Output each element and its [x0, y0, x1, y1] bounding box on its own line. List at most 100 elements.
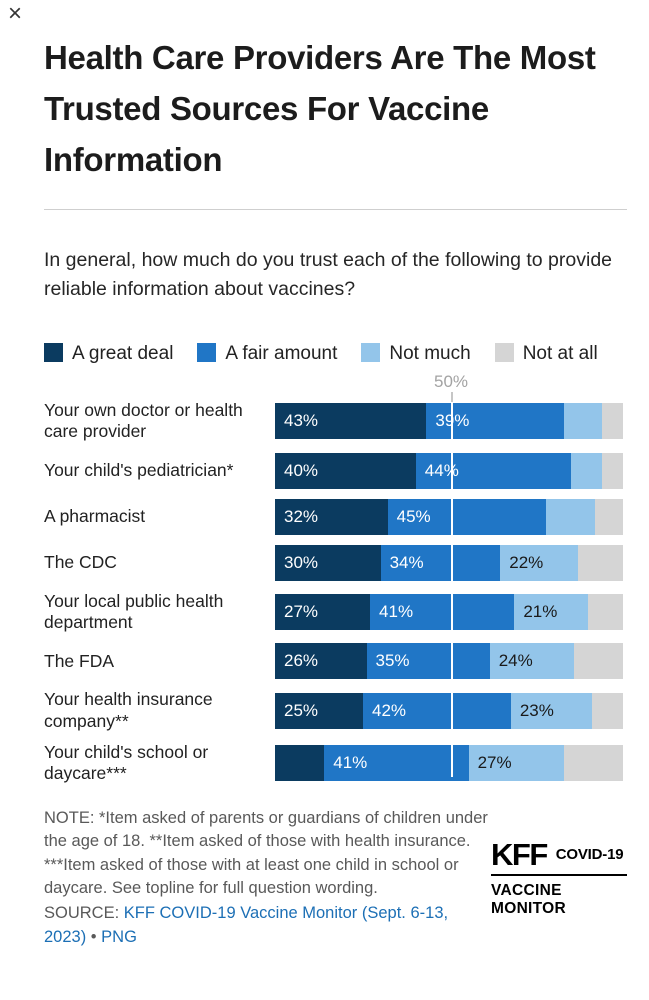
bar-segment-a-great-deal: 26% — [275, 643, 367, 680]
bar-segment-not-much: 24% — [489, 643, 575, 680]
bar-value-label: 41% — [333, 753, 368, 773]
close-icon[interactable]: × — [8, 0, 23, 27]
legend-label: Not much — [389, 342, 471, 364]
legend-swatch — [361, 342, 381, 362]
bar-segment-not-much — [563, 403, 603, 440]
kff-logo-text: KFF — [491, 836, 548, 872]
source-link[interactable]: KFF COVID-19 Vaccine Monitor (Sept. 6-13… — [44, 904, 449, 946]
kff-logo-monitor-text: VACCINE MONITOR — [491, 882, 567, 918]
chart-row: A pharmacist 32% 45% — [44, 498, 627, 535]
bar-track: 40% 44% — [275, 452, 627, 489]
divider — [44, 209, 627, 211]
bar-value-label: 44% — [424, 460, 459, 480]
bar-track: 43% 39% — [275, 403, 627, 440]
bar-segment-not-much: 27% — [468, 745, 564, 782]
legend-swatch — [197, 342, 217, 362]
bar-value-label: 30% — [284, 552, 319, 572]
legend-label: Not at all — [522, 342, 598, 364]
note-block: NOTE: *Item asked of parents or guardian… — [44, 807, 491, 950]
chart-row: Your local public health department 27% 41… — [44, 591, 627, 634]
row-label: The FDA — [44, 650, 115, 671]
bar-value-label: 27% — [477, 753, 512, 773]
png-download-link[interactable]: PNG — [101, 927, 137, 946]
kff-logo-covid19-text: COVID-19 — [555, 845, 624, 863]
bar-value-label: 22% — [509, 552, 544, 572]
bar-segment-not-much: 22% — [500, 544, 578, 581]
row-label: Your own doctor or health care provider — [44, 400, 243, 442]
bar-segment-a-fair-amount: 44% — [415, 452, 571, 489]
bar-track: 25% 42% 23% — [275, 692, 627, 729]
bar-segment-a-great-deal: 30% — [275, 544, 381, 581]
bar-value-label: 27% — [284, 602, 319, 622]
legend-label: A great deal — [72, 342, 174, 364]
bar-segment-a-fair-amount: 41% — [324, 745, 469, 782]
chart-row: Your health insurance company** 25% 42% 23% — [44, 689, 627, 732]
bar-segment-a-fair-amount: 39% — [426, 403, 564, 440]
chart-title: Health Care Providers Are The Most Trust… — [44, 39, 596, 179]
bar-segment-a-great-deal: 32% — [275, 498, 388, 535]
row-label: A pharmacist — [44, 506, 146, 527]
bar-value-label: 23% — [519, 700, 554, 720]
legend-item: A fair amount — [197, 342, 361, 364]
source-line: SOURCE: KFF COVID-19 Vaccine Monitor (Se… — [44, 902, 491, 949]
bar-value-label: 21% — [523, 602, 558, 622]
bar-segment-not-at-all — [595, 498, 624, 535]
bar-segment-a-fair-amount: 34% — [380, 544, 501, 581]
bar-value-label: 45% — [396, 506, 431, 526]
row-label: Your health insurance company** — [44, 689, 213, 731]
chart-row: The CDC 30% 34% 22% — [44, 544, 627, 581]
legend-swatch — [44, 342, 63, 362]
bar-value-label: 41% — [379, 602, 414, 622]
bar-segment-not-at-all — [563, 745, 624, 782]
bar-segment-a-fair-amount: 45% — [387, 498, 547, 535]
gridline-50pct — [451, 392, 453, 402]
row-label: Your child's school or daycare*** — [44, 742, 209, 784]
legend: A great deal A fair amount Not much Not at … — [44, 335, 627, 372]
kff-logo-top: KFF COVID-19 — [491, 839, 627, 870]
bar-segment-not-much — [570, 452, 603, 489]
bar-segment-not-at-all — [588, 594, 624, 631]
bar-value-label: 40% — [284, 460, 319, 480]
legend-item: Not at all — [494, 342, 622, 364]
bar-segment-a-fair-amount: 41% — [370, 594, 515, 631]
bar-track: 32% 45% — [275, 498, 627, 535]
legend-label: A fair amount — [225, 342, 338, 364]
kff-logo-divider — [491, 873, 627, 877]
bar-value-label: 42% — [372, 700, 407, 720]
row-label: The CDC — [44, 552, 117, 573]
legend-item: A great deal — [44, 342, 197, 364]
bar-segment-a-fair-amount: 42% — [363, 692, 511, 729]
row-label: Your local public health department — [44, 590, 224, 633]
bar-segment-a-great-deal: 43% — [275, 403, 427, 440]
bar-value-label: 32% — [284, 506, 319, 526]
bar-segment-a-great-deal — [275, 745, 325, 782]
bar-value-label: 39% — [435, 411, 470, 431]
bar-segment-not-at-all — [574, 643, 624, 680]
chart-row: Your child's pediatrician* 40% 44% — [44, 452, 627, 489]
bar-segment-not-much: 21% — [514, 594, 589, 631]
gridline-50pct-overlay — [451, 402, 453, 777]
bar-segment-not-at-all — [602, 452, 624, 489]
source-separator: • — [86, 927, 102, 946]
row-label: Your child's pediatrician* — [44, 460, 234, 481]
footer: NOTE: *Item asked of parents or guardian… — [44, 807, 627, 950]
bar-segment-a-great-deal: 27% — [275, 594, 371, 631]
legend-swatch — [494, 342, 514, 362]
bar-segment-not-much: 23% — [510, 692, 592, 729]
chart-rows: Your own doctor or health care provider 4… — [44, 400, 627, 785]
bar-track: 27% 41% 21% — [275, 594, 627, 631]
note-text: NOTE: *Item asked of parents or guardian… — [44, 808, 488, 898]
chart-row: The FDA 26% 35% 24% — [44, 643, 627, 680]
bar-value-label: 24% — [498, 651, 533, 671]
bar-segment-not-much — [546, 498, 596, 535]
bar-value-label: 26% — [284, 651, 319, 671]
bar-value-label: 34% — [389, 552, 424, 572]
bar-track: 26% 35% 24% — [275, 643, 627, 680]
bar-value-label: 25% — [284, 700, 319, 720]
bar-segment-not-at-all — [591, 692, 624, 729]
chart-row: Your child's school or daycare*** 41% 27% — [44, 742, 627, 785]
chart-row: Your own doctor or health care provider 4… — [44, 400, 627, 443]
bar-segment-a-fair-amount: 35% — [366, 643, 490, 680]
stacked-bar-chart: 50% Your own doctor or health care provi… — [44, 372, 627, 785]
bar-track: 30% 34% 22% — [275, 544, 627, 581]
